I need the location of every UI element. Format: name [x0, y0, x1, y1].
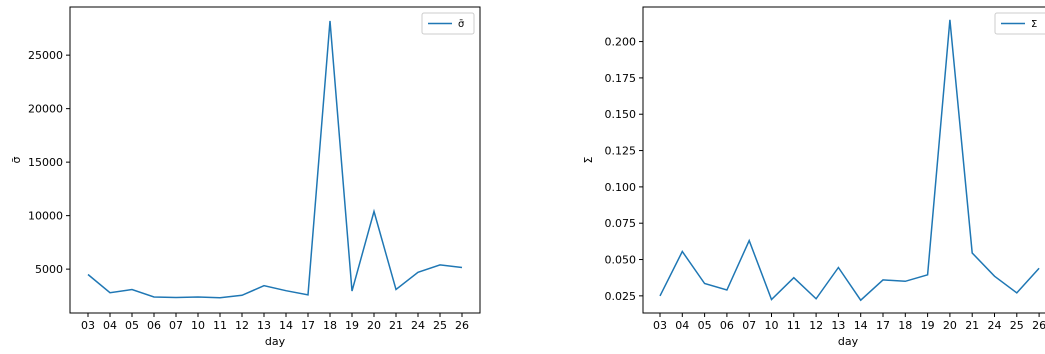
x-tick-label: 11: [213, 319, 227, 332]
x-tick-label: 05: [698, 319, 712, 332]
series-line-sigma-bar: [88, 21, 462, 298]
y-ticks: 5000 10000 15000 20000 25000: [28, 49, 70, 276]
plot-area-frame: [70, 7, 480, 313]
x-tick-label: 12: [809, 319, 823, 332]
x-tick-label: 13: [257, 319, 271, 332]
chart-sigma-total: 0.025 0.050 0.075 0.100 0.125 0.150 0.175 0.200…: [582, 7, 1045, 348]
x-tick-label: 20: [367, 319, 381, 332]
y-tick-label: 10000: [28, 210, 63, 223]
chart-sigma-bar: 5000 10000 15000 20000 25000 03 04 05 06 07 10 11 1…: [10, 7, 480, 348]
y-axis-label: σ̄: [10, 156, 23, 163]
y-tick-label: 0.050: [605, 254, 637, 267]
x-tick-label: 25: [433, 319, 447, 332]
x-tick-label: 13: [831, 319, 845, 332]
x-ticks: 03 04 05 06 07 10 11 12 13 14 17 18 19 20 21 24 25 26: [81, 313, 469, 332]
y-tick-label: 0.125: [605, 145, 637, 158]
y-axis-label: Σ: [582, 156, 595, 163]
x-tick-label: 14: [854, 319, 868, 332]
x-tick-label: 10: [191, 319, 205, 332]
x-tick-label: 07: [169, 319, 183, 332]
legend-label: σ̄: [458, 19, 465, 30]
legend: σ̄: [422, 13, 474, 34]
x-tick-label: 03: [653, 319, 667, 332]
x-tick-label: 11: [787, 319, 801, 332]
x-tick-label: 05: [125, 319, 139, 332]
x-tick-label: 26: [1032, 319, 1045, 332]
y-tick-label: 0.200: [605, 36, 637, 49]
x-tick-label: 19: [345, 319, 359, 332]
x-axis-label: day: [265, 335, 286, 348]
x-tick-label: 20: [943, 319, 957, 332]
y-tick-label: 5000: [35, 263, 63, 276]
y-tick-label: 0.150: [605, 108, 637, 121]
x-axis-label: day: [838, 335, 859, 348]
y-tick-label: 0.100: [605, 181, 637, 194]
x-tick-label: 03: [81, 319, 95, 332]
x-tick-label: 04: [675, 319, 689, 332]
x-tick-label: 25: [1010, 319, 1024, 332]
x-tick-label: 19: [921, 319, 935, 332]
x-tick-label: 07: [742, 319, 756, 332]
x-tick-label: 26: [455, 319, 469, 332]
x-tick-label: 21: [965, 319, 979, 332]
x-tick-label: 18: [323, 319, 337, 332]
x-tick-label: 06: [720, 319, 734, 332]
x-tick-label: 14: [279, 319, 293, 332]
x-tick-label: 24: [988, 319, 1002, 332]
x-tick-label: 04: [103, 319, 117, 332]
y-tick-label: 0.025: [605, 290, 637, 303]
series-line-sigma-total: [660, 20, 1039, 300]
x-tick-label: 10: [765, 319, 779, 332]
y-tick-label: 15000: [28, 156, 63, 169]
legend-label: Σ: [1031, 19, 1037, 30]
x-tick-label: 18: [898, 319, 912, 332]
x-tick-label: 24: [411, 319, 425, 332]
y-tick-label: 20000: [28, 103, 63, 116]
y-tick-label: 0.175: [605, 72, 637, 85]
x-tick-label: 17: [301, 319, 315, 332]
y-tick-label: 25000: [28, 49, 63, 62]
x-tick-label: 12: [235, 319, 249, 332]
legend: Σ: [995, 13, 1045, 34]
x-tick-label: 06: [147, 319, 161, 332]
y-tick-label: 0.075: [605, 217, 637, 230]
x-tick-label: 21: [389, 319, 403, 332]
x-ticks: 03 04 05 06 07 10 11 12 13 14 17 18 19 20 21 24 25 26: [653, 313, 1045, 332]
plot-area-frame: [643, 7, 1045, 313]
y-ticks: 0.025 0.050 0.075 0.100 0.125 0.150 0.175 0.200: [605, 36, 644, 303]
x-tick-label: 17: [876, 319, 890, 332]
